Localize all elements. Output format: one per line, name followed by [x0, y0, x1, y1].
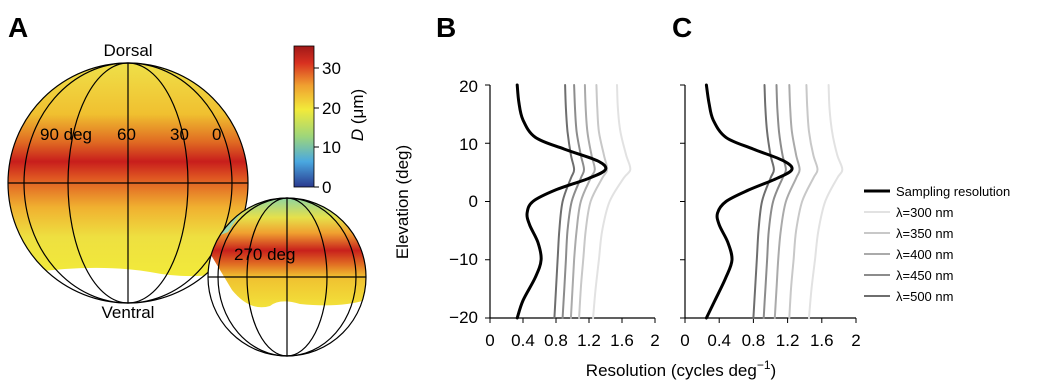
- legend-entry-label: λ=400 nm: [896, 247, 953, 262]
- panel-b-series-line: [515, 83, 608, 320]
- panel-c-x-tick-label: 0: [680, 331, 689, 350]
- colorbar-tick-30: 30: [322, 59, 341, 78]
- colorbar-label-symbol: D: [348, 129, 367, 141]
- panel-b-x-tick-label: 0: [485, 331, 494, 350]
- panel-c-series-line: [808, 84, 844, 319]
- y-axis-title: Elevation (deg): [393, 145, 412, 259]
- panel-b-x-tick-label: 0.4: [511, 331, 535, 350]
- panel-c-x-tick-label: 0.8: [742, 331, 766, 350]
- panel-a-letter: A: [8, 12, 28, 43]
- colorbar: 30 20 10 0 D (μm): [293, 45, 367, 197]
- colorbar-label: D (μm): [348, 89, 367, 141]
- legend: Sampling resolution λ=300 nm λ=350 nm λ=400…: [864, 184, 1010, 304]
- panel-c: C 0 0.4 0.8 1.2 1.6 2: [672, 12, 861, 350]
- panel-b-letter: B: [436, 12, 456, 43]
- colorbar-label-unit: (μm): [348, 89, 367, 129]
- legend-entry-label: Sampling resolution: [896, 184, 1010, 199]
- panel-c-series-line: [704, 83, 794, 320]
- meridian-label-90: 90 deg: [40, 125, 92, 144]
- panel-b-x-tick-label: 2: [650, 331, 659, 350]
- y-tick-minus10: −10: [449, 250, 478, 269]
- y-tick-10: 10: [459, 135, 478, 154]
- meridian-label-30: 30: [170, 125, 189, 144]
- panel-b-series-line: [561, 84, 585, 319]
- panel-b-series-line: [592, 84, 632, 319]
- y-tick-20: 20: [459, 77, 478, 96]
- colorbar-tick-0: 0: [322, 178, 331, 197]
- legend-entry-label: λ=500 nm: [896, 289, 953, 304]
- back-globe: 270 deg: [207, 197, 367, 357]
- meridian-label-60: 60: [117, 125, 136, 144]
- back-meridian-label: 270 deg: [234, 245, 295, 264]
- panel-b-plot: 0 0.4 0.8 1.2 1.6 2: [485, 83, 660, 350]
- y-tick-0: 0: [469, 192, 478, 211]
- panel-c-x-tick-label: 2: [851, 331, 860, 350]
- x-axis-title-close: ): [771, 361, 777, 380]
- panel-c-series-line: [752, 84, 775, 319]
- panel-c-x-tick-label: 1.6: [810, 331, 834, 350]
- panel-b: B 0 0.4 0.8 1.2 1.6 2: [436, 12, 660, 350]
- y-tick-minus20: −20: [449, 308, 478, 327]
- colorbar-tick-10: 10: [322, 138, 341, 157]
- legend-entry-label: λ=350 nm: [896, 226, 953, 241]
- y-axis: 20 10 0 −10 −20 Elevation (deg): [393, 77, 478, 327]
- panel-c-letter: C: [672, 12, 692, 43]
- panel-c-x-tick-label: 0.4: [707, 331, 731, 350]
- colorbar-gradient: [293, 45, 315, 188]
- meridian-label-0: 0: [212, 125, 221, 144]
- x-axis-title: Resolution (cycles deg−1): [586, 358, 776, 380]
- panel-c-series-line: [762, 84, 787, 319]
- panel-c-series-line: [773, 84, 801, 319]
- legend-entry-label: λ=300 nm: [896, 205, 953, 220]
- colorbar-tick-20: 20: [322, 99, 341, 118]
- x-axis-title-exponent: −1: [757, 358, 771, 372]
- panel-a: A Dorsal Ventral 90 deg 60 30 0: [7, 12, 367, 357]
- panel-b-x-tick-label: 1.2: [577, 331, 601, 350]
- panel-b-x-tick-label: 0.8: [544, 331, 568, 350]
- panel-b-series-line: [553, 84, 576, 319]
- dorsal-label: Dorsal: [103, 41, 152, 60]
- front-globe: Dorsal Ventral 90 deg 60 30 0: [7, 41, 249, 322]
- x-axis-title-main: Resolution (cycles deg: [586, 361, 757, 380]
- panel-c-series-line: [788, 84, 819, 319]
- panel-c-x-tick-label: 1.2: [776, 331, 800, 350]
- panel-b-series-line: [578, 84, 609, 319]
- ventral-label: Ventral: [102, 303, 155, 322]
- panel-c-plot: 0 0.4 0.8 1.2 1.6 2: [680, 83, 861, 350]
- legend-entry-label: λ=450 nm: [896, 268, 953, 283]
- panel-b-x-tick-label: 1.6: [610, 331, 634, 350]
